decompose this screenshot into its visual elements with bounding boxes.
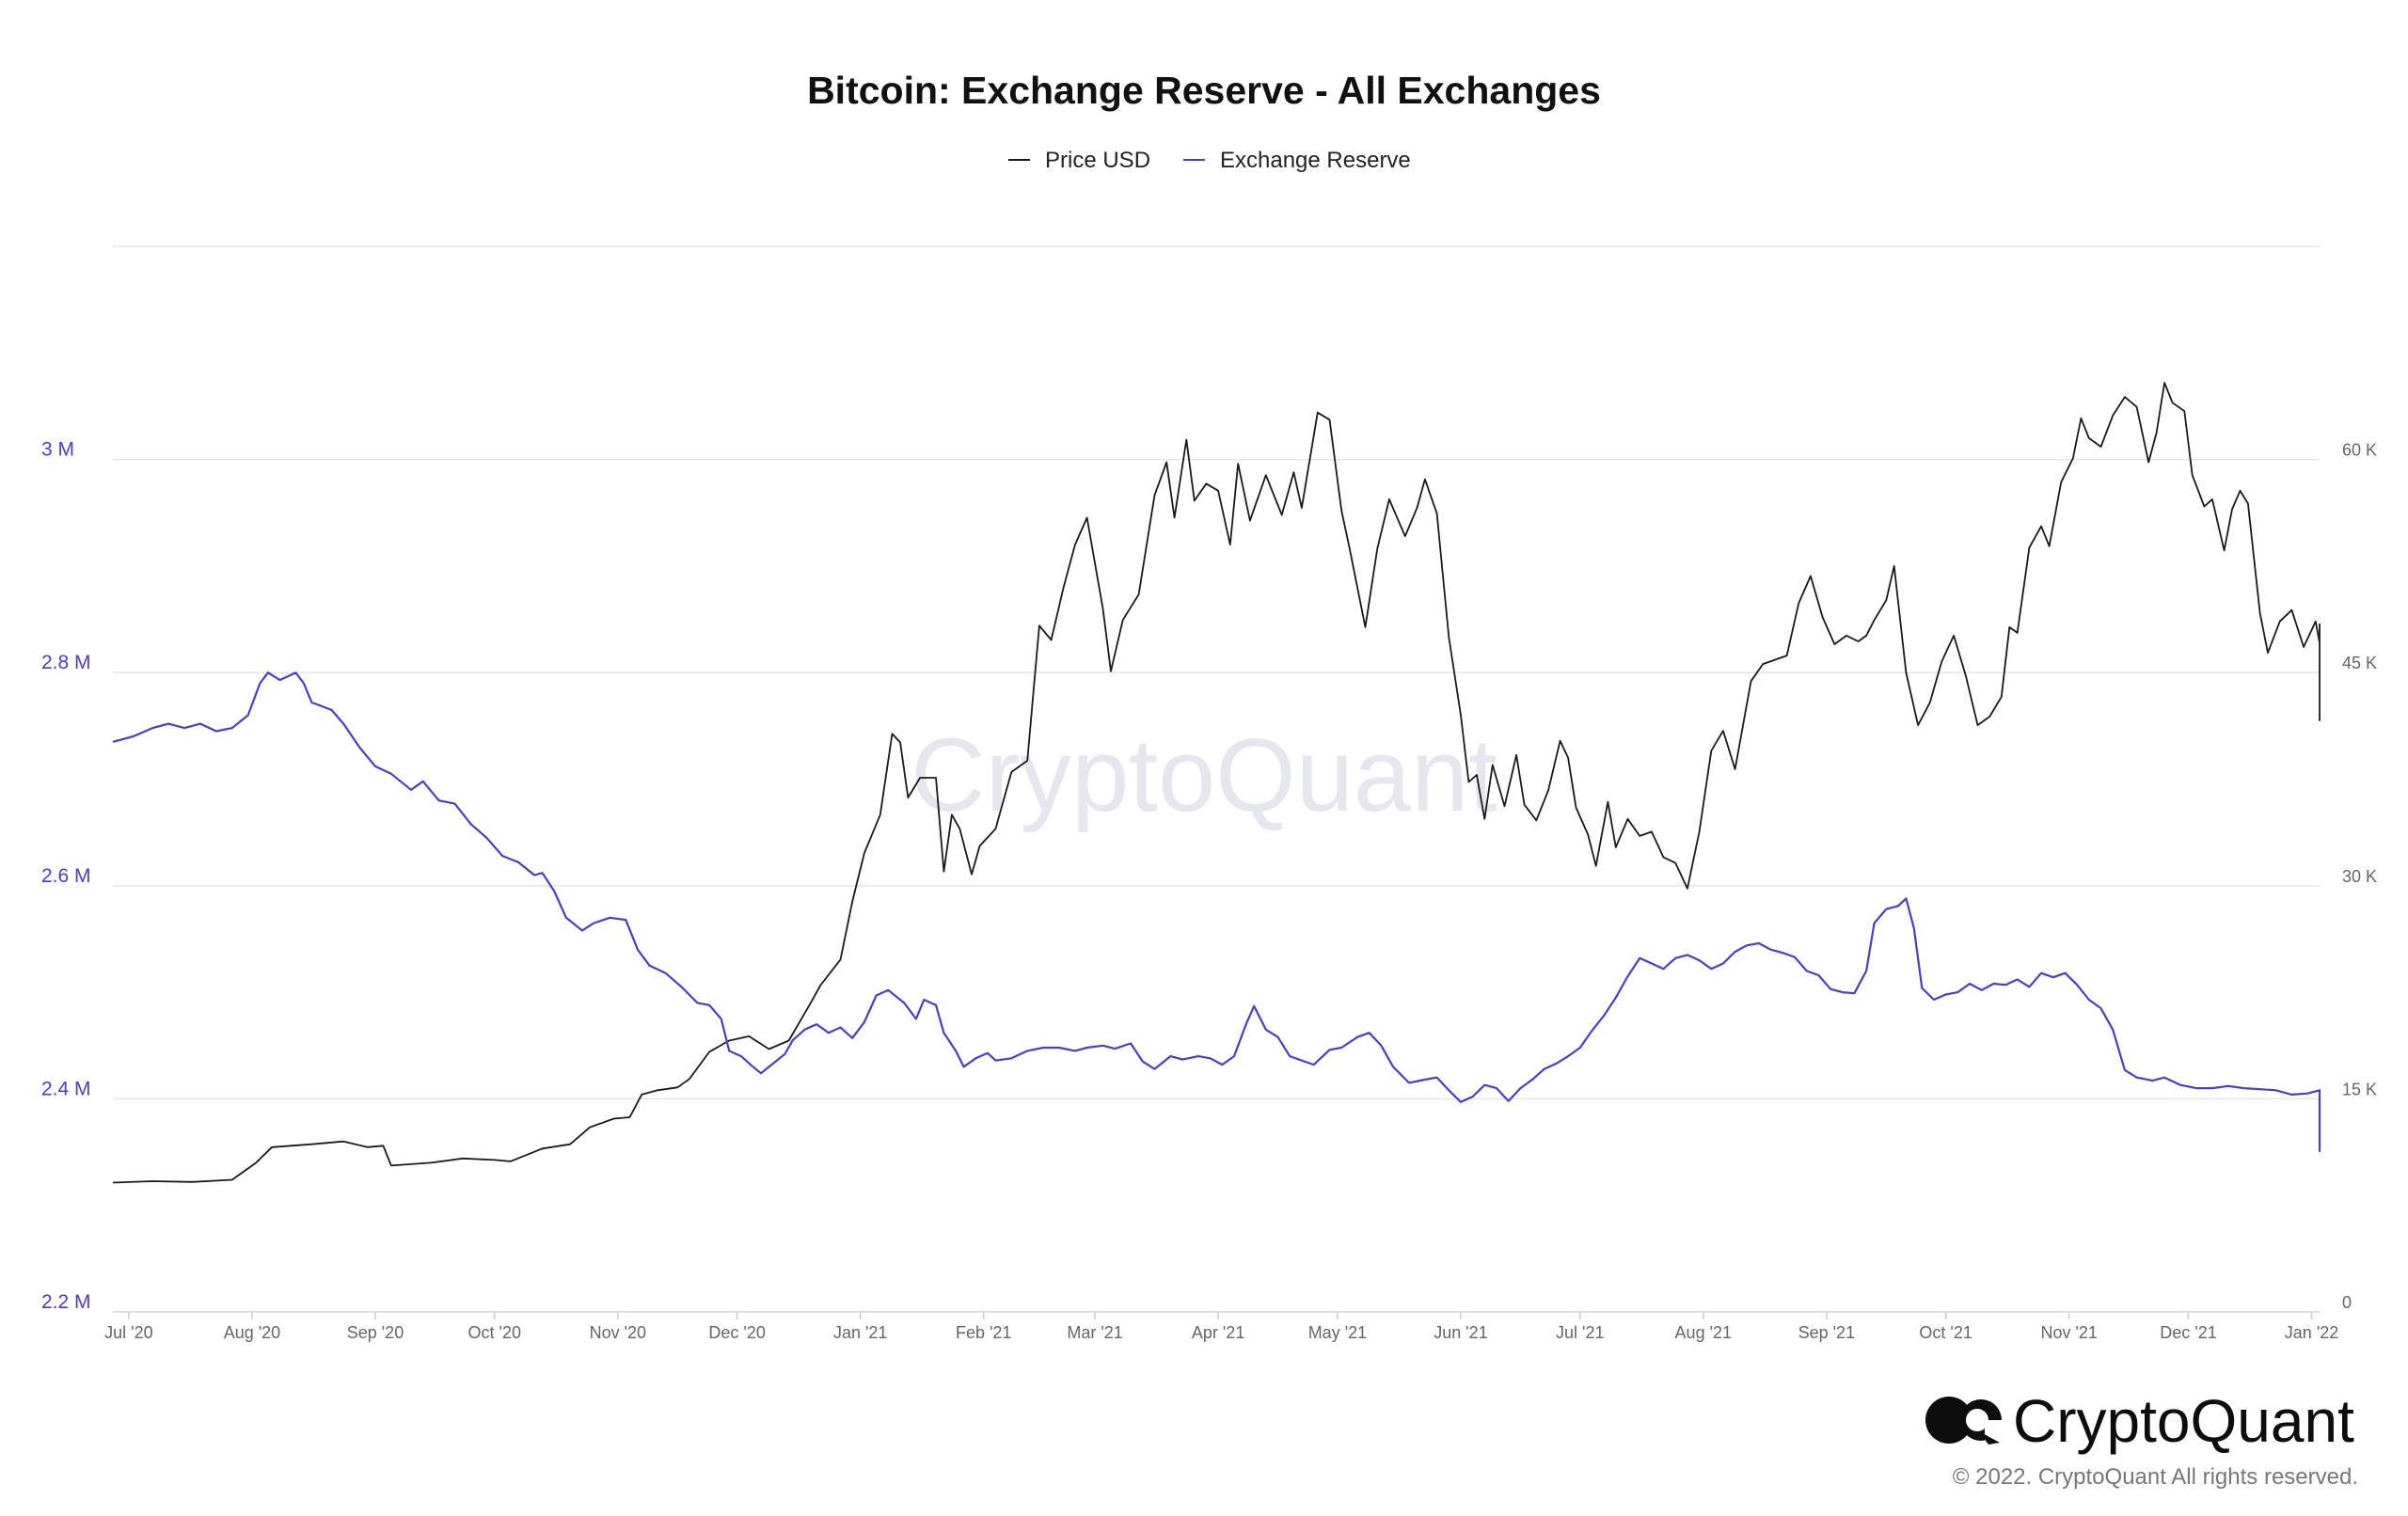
x-tick-label: Sep '21: [1798, 1323, 1856, 1342]
x-tick-label: Nov '21: [2040, 1323, 2097, 1342]
x-axis: Jul '20 Aug '20 Sep '20 Oct '20 Nov '20 Dec '…: [104, 1312, 2338, 1342]
x-tick-label: Dec '20: [708, 1323, 765, 1342]
x-tick-label: Feb '21: [956, 1323, 1011, 1342]
legend-item-reserve[interactable]: Exchange Reserve: [1183, 148, 1411, 173]
left-tick-label: 2.6 M: [41, 865, 91, 887]
brand-name: CryptoQuant: [2013, 1387, 2354, 1455]
left-tick-label: 2.8 M: [41, 652, 91, 673]
x-tick-label: Aug '21: [1675, 1323, 1733, 1342]
chart-title: Bitcoin: Exchange Reserve - All Exchange…: [807, 69, 1601, 112]
watermark: CryptoQuant: [911, 718, 1497, 833]
x-tick-label: Nov '20: [590, 1323, 646, 1342]
x-tick-label: Aug '20: [224, 1323, 281, 1342]
brand-logo: CryptoQuant: [1925, 1387, 2354, 1455]
right-tick-label: 15 K: [2342, 1080, 2377, 1098]
x-tick-label: Jun '21: [1434, 1323, 1487, 1342]
cryptoquant-logo-icon: [1925, 1397, 2005, 1445]
x-tick-label: Mar '21: [1067, 1323, 1122, 1342]
x-tick-label: Apr '21: [1192, 1323, 1244, 1342]
x-tick-label: Sep '20: [347, 1323, 404, 1342]
right-tick-label: 45 K: [2342, 654, 2377, 672]
legend-label-price: Price USD: [1045, 148, 1150, 173]
x-tick-label: Jan '21: [833, 1323, 887, 1342]
x-tick-label: Jul '20: [104, 1323, 152, 1342]
series-line-price-usd: [112, 382, 2321, 1184]
right-tick-label: 60 K: [2342, 441, 2377, 460]
copyright-notice: © 2022. CryptoQuant All rights reserved.: [1953, 1464, 2358, 1490]
x-tick-label: Dec '21: [2160, 1323, 2216, 1342]
right-tick-label: 0: [2342, 1293, 2352, 1312]
left-tick-label: 2.2 M: [41, 1291, 91, 1313]
series-line-exchange-reserve: [112, 671, 2321, 1153]
right-tick-label: 30 K: [2342, 867, 2377, 886]
right-axis: 0 15 K 30 K 45 K 60 K: [2342, 441, 2377, 1312]
x-tick-label: May '21: [1308, 1323, 1367, 1342]
series-lines: [112, 382, 2321, 1184]
x-tick-label: Jan '22: [2285, 1323, 2338, 1342]
left-tick-label: 3 M: [41, 439, 74, 461]
legend-item-price[interactable]: Price USD: [1008, 148, 1150, 173]
legend[interactable]: Price USD Exchange Reserve: [1008, 148, 1411, 173]
legend-label-reserve: Exchange Reserve: [1220, 148, 1411, 173]
x-tick-label: Oct '20: [468, 1323, 521, 1342]
x-tick-label: Oct '21: [1919, 1323, 1972, 1342]
left-tick-label: 2.4 M: [41, 1078, 91, 1099]
left-axis: 2.2 M 2.4 M 2.6 M 2.8 M 3 M: [41, 439, 91, 1313]
gridlines: [113, 245, 2320, 1313]
x-tick-label: Jul '21: [1556, 1323, 1604, 1342]
